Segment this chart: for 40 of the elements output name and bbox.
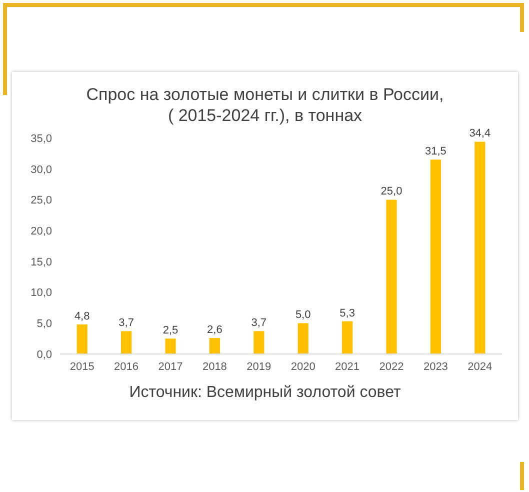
bar <box>342 321 353 354</box>
data-label: 5,0 <box>295 309 311 322</box>
y-tick-label: 30,0 <box>30 164 52 176</box>
x-tick-label: 2016 <box>114 360 139 373</box>
bar <box>298 323 308 354</box>
x-tick-label: 2023 <box>423 360 448 373</box>
x-tick-label: 2020 <box>290 360 316 373</box>
x-tick-label: 2017 <box>158 360 183 373</box>
bar <box>386 200 397 354</box>
bar <box>474 142 486 354</box>
data-label: 5,3 <box>340 307 355 320</box>
y-tick-label: 15,0 <box>30 256 52 268</box>
data-label: 2,5 <box>162 324 178 337</box>
data-label: 4,8 <box>74 310 90 322</box>
x-tick-label: 2015 <box>70 360 94 373</box>
bar <box>120 331 132 354</box>
bar <box>254 331 264 354</box>
data-label: 3,7 <box>251 317 267 330</box>
y-tick-label: 10,0 <box>30 287 52 300</box>
data-label: 2,6 <box>207 324 222 336</box>
data-label: 3,7 <box>118 317 134 330</box>
data-label: 25,0 <box>380 186 402 198</box>
y-tick-label: 5,0 <box>36 318 52 330</box>
y-tick-label: 0,0 <box>36 348 52 361</box>
chart-title: Спрос на золотые монеты и слитки в России, ( 2015-2024 гг.), в тоннах <box>85 84 445 126</box>
x-tick-label: 2022 <box>379 360 404 373</box>
data-label: 31,5 <box>424 146 446 158</box>
data-label: 34,4 <box>469 128 491 140</box>
y-tick-label: 20,0 <box>30 225 52 238</box>
x-tick-label: 2018 <box>202 360 227 373</box>
bar <box>165 338 176 354</box>
x-tick-label: 2021 <box>335 360 360 373</box>
y-tick-label: 25,0 <box>30 194 52 207</box>
x-tick-label: 2019 <box>246 360 272 373</box>
bar <box>209 338 220 354</box>
bar <box>430 160 442 354</box>
bar <box>76 324 88 354</box>
x-tick-label: 2024 <box>468 360 492 373</box>
text: Источник: Всемирный золотой совет <box>128 384 402 402</box>
y-tick-label: 35,0 <box>30 132 52 145</box>
